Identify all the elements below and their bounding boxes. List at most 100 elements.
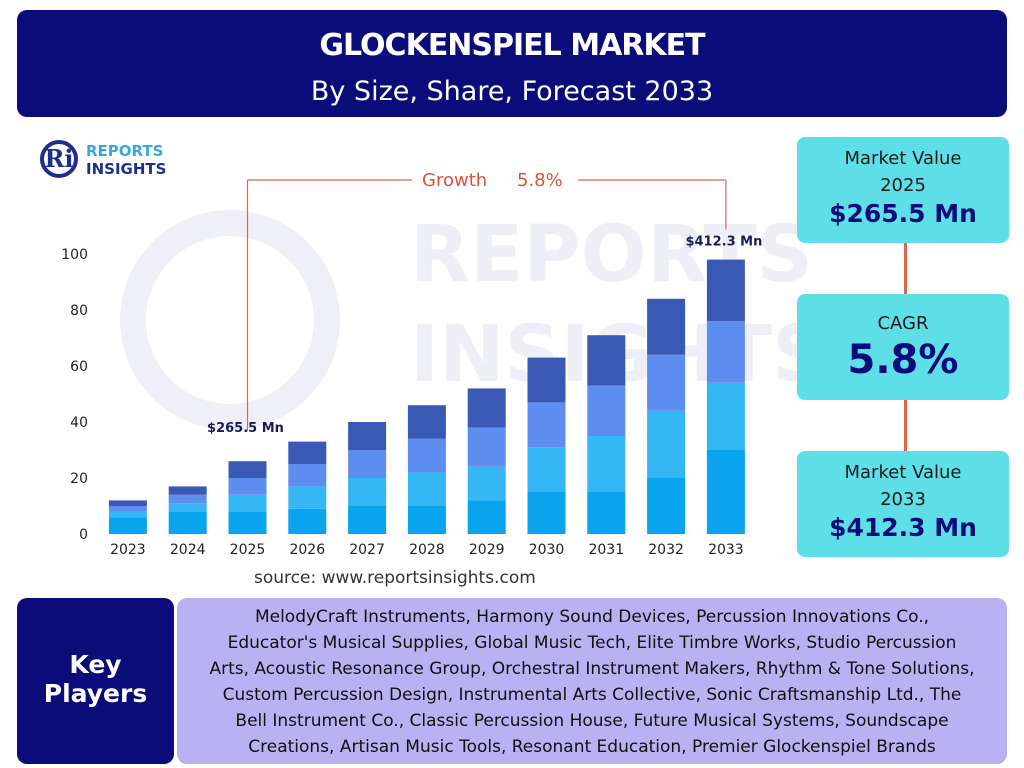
bar-segment-2 xyxy=(348,478,387,506)
x-axis: 2023 2024 2025 2026 2027 2028 2029 2030 2031 2032… xyxy=(110,542,744,558)
y-tick-label: 80 xyxy=(70,303,88,319)
bar-segment-1 xyxy=(168,511,207,534)
bar-segment-4 xyxy=(467,388,506,428)
bar-segment-3 xyxy=(108,506,147,512)
card-year: 2033 xyxy=(880,489,926,510)
key-player-line: Educator's Musical Supplies, Global Musi… xyxy=(227,633,957,653)
growth-label: Growth xyxy=(422,170,487,191)
y-tick-label: 0 xyxy=(79,527,88,543)
card-label: Market Value xyxy=(844,148,962,169)
bar-segment-2 xyxy=(706,382,745,450)
page-title: GLOCKENSPIEL MARKET xyxy=(319,28,705,63)
source-note: source: www.reportsinsights.com xyxy=(254,568,536,588)
bar-segment-4 xyxy=(587,335,626,386)
x-tick-label: 2027 xyxy=(349,542,385,558)
bar-segment-2 xyxy=(108,511,147,518)
logo-text-line2: INSIGHTS xyxy=(86,160,167,178)
bar-segment-2 xyxy=(228,494,267,512)
key-players-heading: Key Players xyxy=(17,598,174,764)
card-value: $265.5 Mn xyxy=(829,199,977,228)
bar-segment-2 xyxy=(288,486,327,509)
bars xyxy=(108,259,745,534)
market-value-2025-card: Market Value 2025 $265.5 Mn xyxy=(797,137,1009,243)
connector-line-top xyxy=(904,243,907,294)
bar-segment-4 xyxy=(228,461,267,478)
y-axis: 0 20 40 60 80 100 xyxy=(61,247,88,543)
bar-segment-2 xyxy=(467,466,506,501)
bar-segment-3 xyxy=(407,438,446,473)
bar-segment-3 xyxy=(706,321,745,383)
key-players-heading-line2: Players xyxy=(43,679,148,708)
data-label-start: $265.5 Mn xyxy=(207,421,284,436)
x-tick-label: 2026 xyxy=(289,542,325,558)
key-player-line: MelodyCraft Instruments, Harmony Sound D… xyxy=(254,607,930,627)
key-player-line: Arts, Acoustic Resonance Group, Orchestr… xyxy=(209,659,975,679)
bar-segment-4 xyxy=(407,405,446,439)
data-label-end: $412.3 Mn xyxy=(685,235,762,250)
x-tick-label: 2028 xyxy=(409,542,445,558)
logo-mark: Ri xyxy=(40,140,78,178)
bar-segment-1 xyxy=(706,450,745,534)
bar-segment-1 xyxy=(587,492,626,534)
y-tick-label: 40 xyxy=(70,415,88,431)
bar-segment-3 xyxy=(348,450,387,478)
bar-segment-2 xyxy=(527,447,566,492)
bar-segment-4 xyxy=(168,486,207,495)
key-player-line: Bell Instrument Co., Classic Percussion … xyxy=(235,711,949,731)
bar-segment-2 xyxy=(587,436,626,492)
bar-segment-4 xyxy=(108,500,147,506)
bar-segment-1 xyxy=(348,506,387,534)
bar-segment-1 xyxy=(108,517,147,534)
bar-segment-3 xyxy=(467,427,506,467)
key-players-heading-line1: Key xyxy=(69,650,122,679)
logo-text-line1: REPORTS xyxy=(86,142,164,160)
brand-logo: Ri REPORTS INSIGHTS xyxy=(40,138,180,184)
x-tick-label: 2032 xyxy=(648,542,684,558)
bar-segment-2 xyxy=(647,410,686,478)
bar-segment-4 xyxy=(348,422,387,450)
bar-segment-1 xyxy=(647,478,686,534)
bar-segment-1 xyxy=(407,506,446,534)
bar-segment-2 xyxy=(407,472,446,506)
card-value: 5.8% xyxy=(847,337,959,383)
bar-segment-1 xyxy=(467,500,506,534)
bar-segment-4 xyxy=(706,259,745,322)
logo-text: REPORTS INSIGHTS xyxy=(86,142,166,178)
bar-segment-3 xyxy=(168,494,207,504)
key-players-list: MelodyCraft Instruments, Harmony Sound D… xyxy=(177,598,1007,764)
bar-segment-3 xyxy=(288,464,327,487)
y-tick-label: 20 xyxy=(70,471,88,487)
bar-segment-1 xyxy=(527,492,566,534)
x-tick-label: 2030 xyxy=(529,542,565,558)
key-player-line: Creations, Artisan Music Tools, Resonant… xyxy=(248,737,936,757)
cagr-card: CAGR 5.8% xyxy=(797,294,1009,400)
x-tick-label: 2025 xyxy=(230,542,266,558)
bar-segment-3 xyxy=(527,402,566,448)
title-banner: GLOCKENSPIEL MARKET By Size, Share, Fore… xyxy=(17,10,1007,117)
bar-segment-1 xyxy=(288,508,327,534)
y-tick-label: 100 xyxy=(61,247,88,263)
growth-annotation: Growth 5.8% $265.5 Mn $412.3 Mn xyxy=(207,170,762,436)
connector-line-bottom xyxy=(904,400,907,451)
market-value-2033-card: Market Value 2033 $412.3 Mn xyxy=(797,451,1009,557)
card-value: $412.3 Mn xyxy=(829,513,977,542)
bar-segment-2 xyxy=(168,503,207,512)
bar-segment-3 xyxy=(647,354,686,411)
bar-segment-4 xyxy=(647,298,686,355)
bar-segment-3 xyxy=(228,478,267,495)
card-year: 2025 xyxy=(880,175,926,196)
x-tick-label: 2033 xyxy=(708,542,744,558)
growth-value: 5.8% xyxy=(517,170,563,191)
y-tick-label: 60 xyxy=(70,359,88,375)
watermark-text-1: REPORTS xyxy=(410,210,813,300)
bar-segment-4 xyxy=(527,357,566,403)
key-player-line: Custom Percussion Design, Instrumental A… xyxy=(222,685,962,705)
page-subtitle: By Size, Share, Forecast 2033 xyxy=(310,76,714,107)
card-label: Market Value xyxy=(844,462,962,483)
bar-segment-1 xyxy=(228,511,267,534)
card-label: CAGR xyxy=(877,313,929,334)
x-tick-label: 2031 xyxy=(588,542,624,558)
bar-segment-4 xyxy=(288,441,327,464)
x-tick-label: 2024 xyxy=(170,542,206,558)
x-tick-label: 2023 xyxy=(110,542,146,558)
